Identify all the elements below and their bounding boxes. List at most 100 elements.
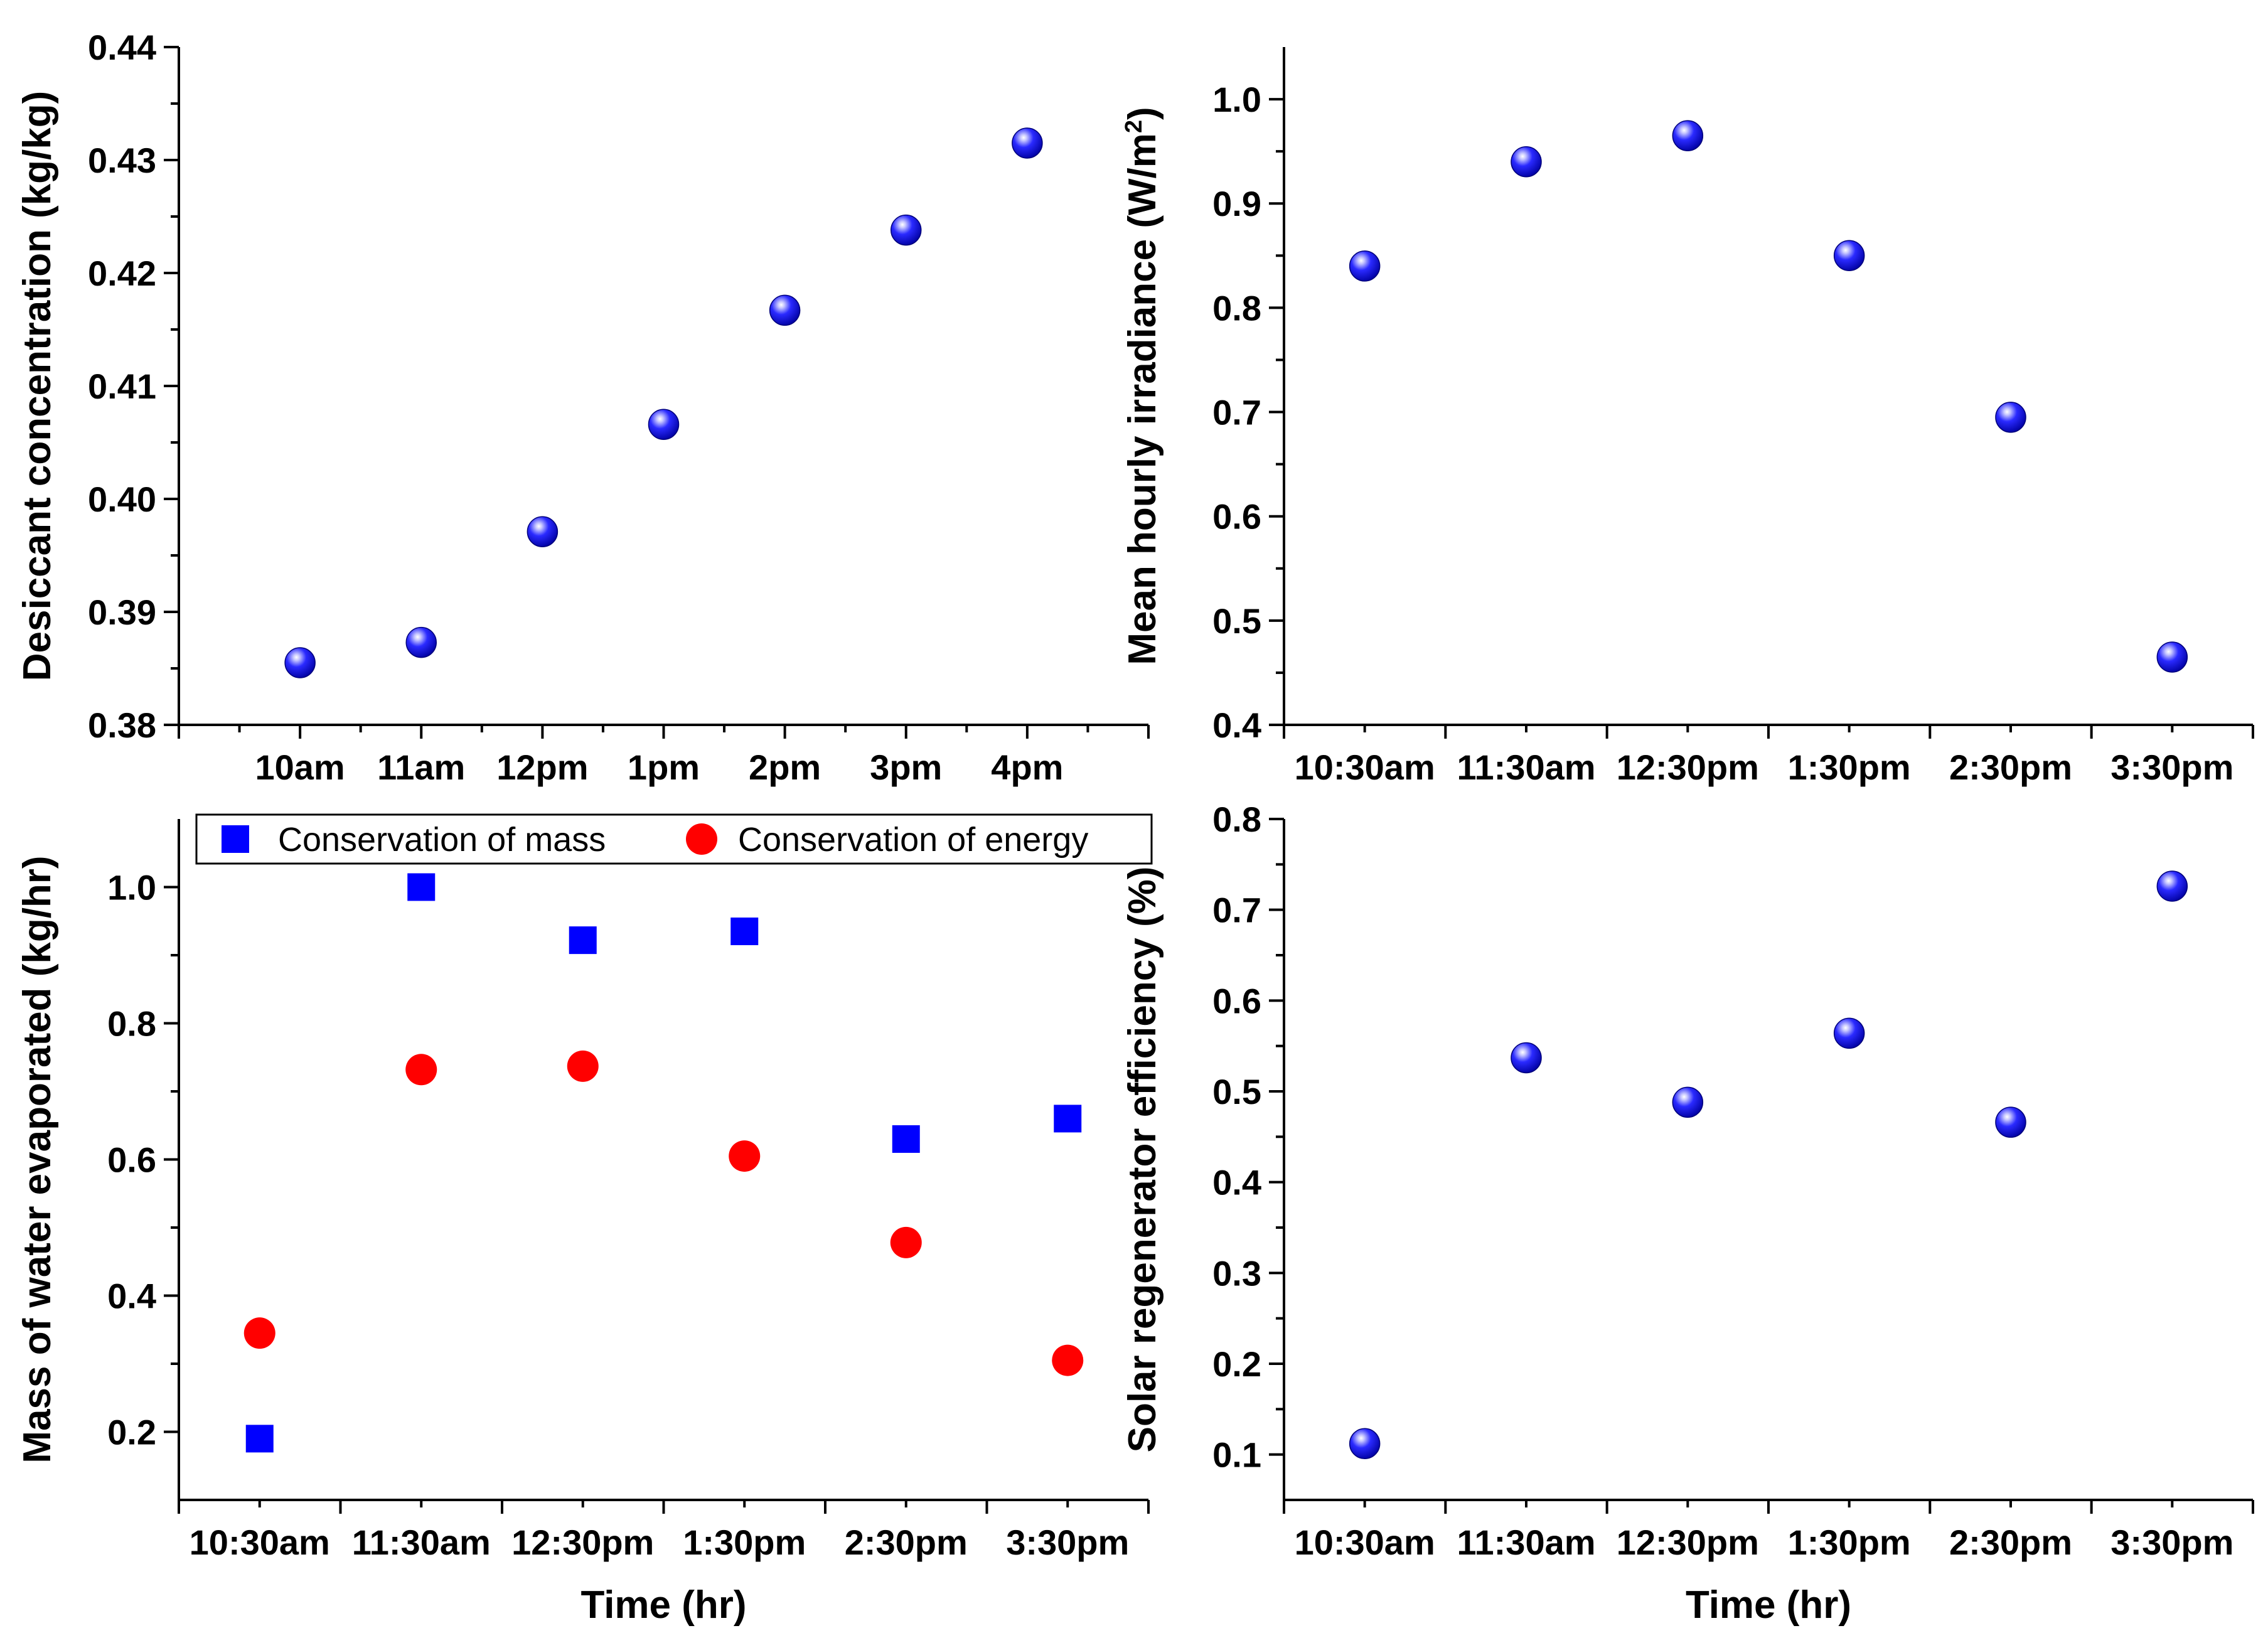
x-tick-label: 2:30pm [1949, 747, 2072, 787]
x-tick-label: 12:30pm [1617, 747, 1759, 787]
y-tick-label: 0.9 [1212, 184, 1261, 223]
x-tick-label: 12pm [496, 747, 588, 787]
x-tick-label: 2pm [749, 747, 821, 787]
x-tick-label: 11:30am [352, 1523, 491, 1562]
legend-label: Conservation of mass [278, 821, 606, 859]
data-point-circle [890, 1226, 922, 1258]
y-tick-label: 0.4 [1212, 705, 1261, 745]
data-point [891, 214, 922, 246]
x-tick-label: 1:30pm [1788, 747, 1911, 787]
y-tick-label: 0.2 [107, 1413, 156, 1452]
data-point-square [245, 1425, 274, 1453]
x-tick-label: 1:30pm [683, 1523, 806, 1562]
data-point-square [730, 918, 759, 946]
x-tick-label: 12:30pm [1617, 1523, 1759, 1562]
x-tick-label: 11:30am [1457, 1523, 1595, 1562]
legend-marker-square [222, 825, 249, 853]
data-point [648, 409, 680, 440]
y-tick-label: 0.6 [1212, 497, 1261, 537]
x-axis-title: Time (hr) [1686, 1583, 1851, 1627]
y-tick-label: 0.8 [1212, 288, 1261, 328]
y-tick-label: 0.5 [1212, 1072, 1261, 1111]
y-tick-label: 0.2 [1212, 1344, 1261, 1384]
x-tick-label: 11:30am [1457, 747, 1595, 787]
x-tick-label: 3:30pm [2110, 1523, 2233, 1562]
data-point [1349, 1428, 1381, 1460]
x-tick-label: 10am [255, 747, 345, 787]
data-point-square [407, 873, 436, 901]
y-axis-title: Mass of water evaporated (kg/hr) [16, 855, 59, 1463]
x-tick-label: 2:30pm [1949, 1523, 2072, 1562]
y-tick-label: 0.6 [1212, 981, 1261, 1020]
data-point [405, 626, 437, 658]
x-tick-label: 2:30pm [845, 1523, 968, 1562]
chart-efficiency: 0.1 0.2 0.3 0.4 0.5 0.6 0.7 0.8 10:30am 11:30am 12… [1121, 800, 2254, 1627]
data-point-circle [405, 1054, 437, 1086]
data-point [1833, 1017, 1865, 1049]
x-tick-label: 10:30am [190, 1523, 330, 1562]
y-axis-title: Mean hourly irradiance (W/m2) [1121, 107, 1164, 665]
data-point [1672, 1086, 1704, 1118]
y-tick-label: 0.42 [88, 254, 156, 293]
data-point [1995, 402, 2026, 433]
data-point-square [569, 926, 597, 955]
chart-desiccant: 0.38 0.39 0.40 0.41 0.42 0.43 0.44 10am 11am 12pm… [16, 28, 1150, 787]
x-axis-title: Time (hr) [580, 1583, 746, 1627]
legend-label: Conservation of energy [738, 821, 1088, 859]
x-tick-label: 1pm [628, 747, 700, 787]
data-point [2156, 641, 2188, 673]
y-tick-label: 0.38 [88, 705, 156, 745]
y-tick-label: 0.7 [1212, 393, 1261, 432]
chart-water: 0.2 0.4 0.6 0.8 1.0 10:30am 11:30am 12:30pm 1:30… [16, 813, 1153, 1627]
x-tick-label: 10:30am [1295, 747, 1435, 787]
y-tick-label: 0.5 [1212, 601, 1261, 641]
y-tick-label: 0.4 [107, 1277, 156, 1316]
data-point [1349, 250, 1381, 282]
y-tick-label: 0.43 [88, 141, 156, 180]
data-point [284, 647, 316, 678]
y-tick-label: 0.8 [1212, 800, 1261, 839]
y-tick-label: 0.39 [88, 592, 156, 632]
data-point [1833, 240, 1865, 272]
y-axis-title-end: ) [1121, 107, 1164, 120]
y-tick-label: 0.44 [88, 28, 156, 67]
data-point [769, 294, 801, 326]
data-point-circle [243, 1317, 275, 1349]
data-point [527, 516, 559, 547]
data-point-square [892, 1125, 920, 1153]
data-point [1511, 1042, 1542, 1074]
x-tick-label: 10:30am [1295, 1523, 1435, 1562]
y-tick-label: 1.0 [107, 868, 156, 907]
y-tick-label: 0.3 [1212, 1253, 1261, 1293]
data-point-circle [567, 1050, 599, 1082]
x-tick-label: 4pm [991, 747, 1063, 787]
y-tick-label: 0.41 [88, 367, 156, 406]
data-point [1672, 120, 1704, 151]
data-point-circle [1052, 1344, 1084, 1376]
y-tick-label: 0.7 [1212, 891, 1261, 930]
data-point-circle [729, 1140, 761, 1172]
data-point [1511, 146, 1542, 178]
data-point [2156, 870, 2188, 902]
y-tick-label: 0.40 [88, 479, 156, 519]
chart-irradiance: 0.4 0.5 0.6 0.7 0.8 0.9 1.0 10:30am 11:30am 12:30… [1121, 47, 2254, 787]
y-axis-title: Desiccant concentration (kg/kg) [16, 91, 59, 682]
x-tick-label: 1:30pm [1788, 1523, 1911, 1562]
y-tick-label: 0.4 [1212, 1163, 1261, 1202]
data-point-square [1054, 1105, 1082, 1133]
data-point [1012, 127, 1043, 159]
y-tick-label: 0.1 [1212, 1435, 1261, 1475]
legend: Conservation of mass Conservation of ener… [195, 813, 1153, 865]
data-point [1995, 1106, 2026, 1138]
x-tick-label: 3:30pm [1006, 1523, 1129, 1562]
y-tick-label: 0.6 [107, 1140, 156, 1180]
y-tick-label: 0.8 [107, 1004, 156, 1044]
y-axis-title-superscript: 2 [1121, 120, 1147, 133]
y-tick-label: 1.0 [1212, 80, 1261, 119]
x-tick-label: 11am [377, 747, 465, 787]
y-axis-title: Solar regenerator efficiency (%) [1121, 867, 1164, 1453]
x-tick-label: 3:30pm [2110, 747, 2233, 787]
x-tick-label: 3pm [870, 747, 942, 787]
x-tick-label: 12:30pm [511, 1523, 654, 1562]
